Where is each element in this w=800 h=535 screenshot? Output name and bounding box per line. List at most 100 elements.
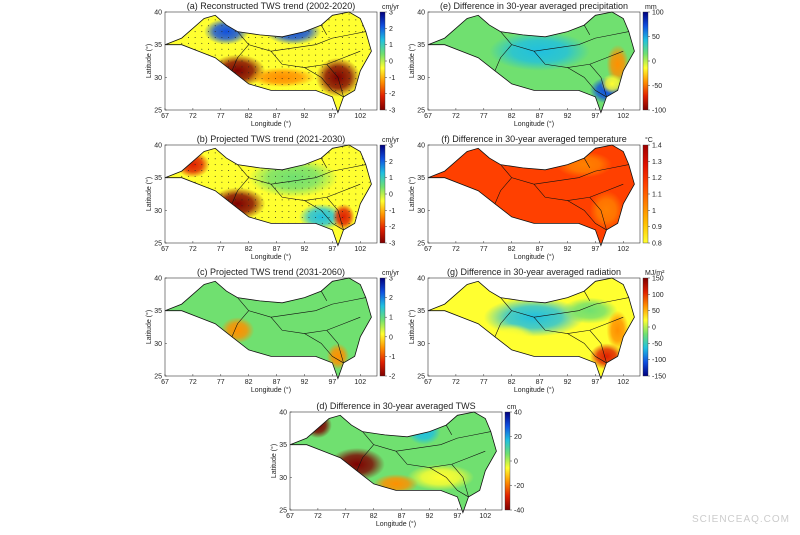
significance-dot	[341, 158, 343, 160]
significance-dot	[281, 169, 283, 171]
significance-dot	[208, 31, 210, 33]
significance-dot	[348, 158, 350, 160]
y-tick-label: 35	[417, 308, 425, 315]
y-tick-label: 35	[417, 42, 425, 49]
significance-dot	[295, 36, 297, 38]
significance-dot	[355, 158, 357, 160]
significance-dot	[254, 72, 256, 74]
significance-dot	[234, 175, 236, 177]
significance-dot	[295, 60, 297, 62]
significance-dot	[295, 211, 297, 213]
significance-dot	[241, 181, 243, 183]
significance-dot	[328, 152, 330, 154]
significance-dot	[221, 48, 223, 50]
significance-dot	[274, 181, 276, 183]
significance-dot	[335, 164, 337, 166]
x-tick-label: 77	[217, 113, 225, 120]
x-tick-label: 92	[426, 513, 434, 520]
basin-boundary	[533, 183, 624, 201]
significance-dot	[335, 211, 337, 213]
x-tick-label: 87	[536, 113, 544, 120]
y-axis-label: Latitude (°)	[145, 44, 153, 78]
significance-dot	[321, 25, 323, 27]
x-axis-label: Longitude (°)	[376, 520, 416, 528]
significance-dot	[248, 42, 250, 44]
significance-dot	[308, 205, 310, 207]
significance-dot	[341, 187, 343, 189]
x-tick-label: 97	[591, 379, 599, 386]
colorbar-unit: °C	[645, 136, 653, 144]
significance-dot	[228, 66, 230, 68]
significance-dot	[268, 187, 270, 189]
significance-dot	[355, 199, 357, 201]
map-anomaly	[248, 297, 338, 337]
significance-dot	[268, 60, 270, 62]
map-outline	[427, 144, 635, 247]
map-outline	[164, 277, 372, 380]
colorbar	[642, 11, 649, 111]
colorbar-tick-label: -2	[389, 91, 395, 98]
significance-dot	[194, 175, 196, 177]
significance-dot	[335, 48, 337, 50]
significance-dot	[315, 31, 317, 33]
y-tick-label: 35	[154, 42, 162, 49]
significance-dot	[254, 199, 256, 201]
significance-dot	[288, 84, 290, 86]
significance-dot	[208, 19, 210, 21]
basin-boundary	[494, 310, 512, 337]
colorbar-tick-label: 40	[514, 410, 522, 417]
significance-dot	[355, 31, 357, 33]
significance-dot	[214, 158, 216, 160]
significance-dot	[241, 187, 243, 189]
significance-dot	[261, 84, 263, 86]
y-tick-label: 35	[154, 308, 162, 315]
significance-dot	[355, 193, 357, 195]
significance-dot	[234, 164, 236, 166]
x-tick-label: 72	[452, 379, 460, 386]
significance-dot	[261, 175, 263, 177]
significance-dot	[241, 72, 243, 74]
colorbar-tick-label: 150	[652, 276, 664, 283]
significance-dot	[315, 187, 317, 189]
y-axis-label: Latitude (°)	[270, 444, 278, 478]
significance-dot	[315, 48, 317, 50]
watermark: SCIENCEAQ.COM	[692, 514, 790, 525]
significance-dot	[355, 19, 357, 21]
significance-dot	[274, 42, 276, 44]
significance-dot	[295, 42, 297, 44]
significance-dot	[295, 78, 297, 80]
significance-dot	[234, 54, 236, 56]
colorbar	[642, 144, 649, 244]
x-tick-label: 82	[508, 113, 516, 120]
significance-dot	[187, 175, 189, 177]
significance-dot	[254, 66, 256, 68]
significance-dot	[214, 36, 216, 38]
basin-boundary	[320, 157, 328, 169]
significance-dot	[268, 72, 270, 74]
significance-dot	[348, 42, 350, 44]
significance-dot	[274, 54, 276, 56]
significance-dot	[361, 193, 363, 195]
x-tick-label: 77	[217, 379, 225, 386]
significance-dot	[328, 205, 330, 207]
significance-dot	[341, 42, 343, 44]
significance-dot	[335, 19, 337, 21]
significance-dot	[301, 217, 303, 219]
significance-dot	[254, 205, 256, 207]
significance-dot	[268, 169, 270, 171]
significance-dot	[214, 164, 216, 166]
significance-dot	[348, 78, 350, 80]
colorbar-tick-label: -1	[389, 354, 395, 361]
basin-boundary	[494, 177, 512, 204]
significance-dot	[248, 60, 250, 62]
x-tick-label: 77	[342, 513, 350, 520]
significance-dot	[361, 169, 363, 171]
x-axis-label: Longitude (°)	[514, 120, 554, 128]
y-tick-label: 40	[417, 276, 425, 283]
significance-dot	[261, 66, 263, 68]
significance-dot	[221, 42, 223, 44]
basin-boundary	[270, 183, 361, 201]
significance-dot	[308, 84, 310, 86]
significance-dot	[328, 36, 330, 38]
significance-dot	[254, 54, 256, 56]
